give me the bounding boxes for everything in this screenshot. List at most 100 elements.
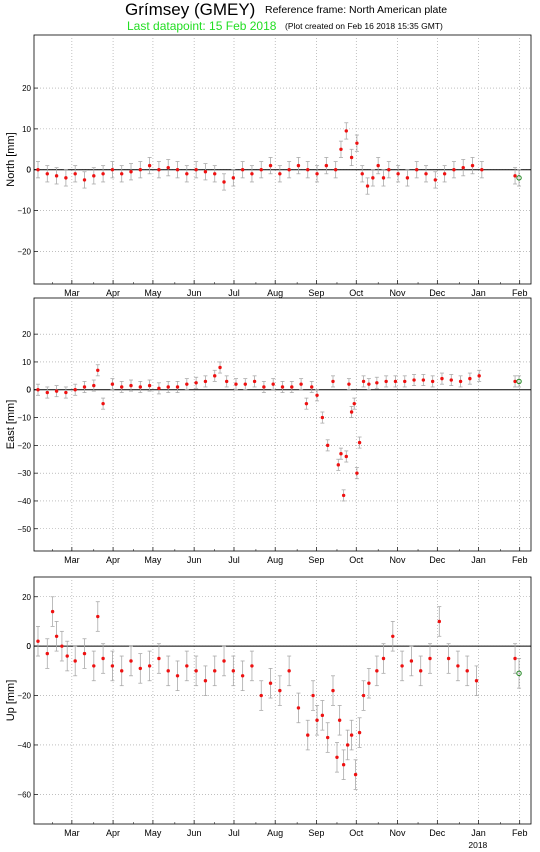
data-marker <box>157 386 161 391</box>
data-point-up <box>296 692 301 724</box>
latest-data-marker <box>516 175 522 181</box>
data-point-north <box>451 161 456 179</box>
data-point-up <box>50 596 55 627</box>
data-marker <box>433 178 438 182</box>
data-point-up <box>361 680 366 711</box>
reference-frame-label: Reference frame: North American plate <box>265 4 448 16</box>
data-point-north <box>259 161 264 179</box>
data-point-north <box>365 177 370 195</box>
data-marker <box>36 168 40 172</box>
data-marker <box>336 463 341 467</box>
data-marker <box>513 174 517 178</box>
x-tick-label: Dec <box>429 555 446 565</box>
data-point-up <box>287 655 292 687</box>
data-marker <box>157 656 161 661</box>
data-marker <box>470 163 475 168</box>
panel-east: Mar Apr May Jun Jul Aug Sep Oct Nov Dec Jan Feb −50 −… <box>5 297 532 565</box>
data-marker <box>234 382 238 386</box>
data-marker <box>440 376 444 381</box>
data-point-east <box>421 374 426 386</box>
data-marker <box>278 688 282 693</box>
data-point-up <box>305 719 310 751</box>
data-marker <box>138 385 143 389</box>
data-marker <box>268 163 273 168</box>
data-point-east <box>393 375 398 388</box>
data-point-north <box>194 161 199 179</box>
data-marker <box>147 383 152 388</box>
data-point-up <box>194 655 199 687</box>
data-marker <box>430 379 435 384</box>
data-marker <box>296 706 301 710</box>
data-marker <box>96 614 100 619</box>
data-point-up <box>465 655 470 687</box>
data-point-up <box>249 650 254 682</box>
data-marker <box>480 168 484 172</box>
data-marker <box>296 163 301 168</box>
data-point-north <box>231 169 236 187</box>
data-point-up <box>54 621 59 652</box>
y-tick-label: 20 <box>22 330 31 339</box>
data-marker <box>375 381 379 385</box>
data-marker <box>194 669 198 673</box>
data-point-east <box>280 381 285 393</box>
data-point-up <box>82 638 87 669</box>
data-point-up <box>311 680 316 711</box>
data-marker <box>349 155 354 160</box>
data-point-east <box>361 375 366 388</box>
data-point-east <box>129 379 134 392</box>
data-point-east <box>315 389 320 402</box>
data-point-east <box>252 375 257 388</box>
data-point-north <box>249 165 254 183</box>
data-marker <box>73 388 77 392</box>
data-marker <box>325 735 330 740</box>
y-tick-label: 10 <box>22 125 31 134</box>
data-point-east <box>304 397 309 410</box>
data-point-up <box>437 606 442 637</box>
data-point-up <box>240 660 245 692</box>
data-marker <box>396 172 400 176</box>
data-point-up <box>277 675 282 706</box>
data-point-north <box>405 169 410 187</box>
data-point-north <box>516 169 522 187</box>
data-marker <box>96 368 100 372</box>
plot-created-label: (Plot created on Feb 16 2018 15:35 GMT) <box>285 21 443 31</box>
data-marker <box>315 172 319 176</box>
data-marker <box>166 385 170 389</box>
data-marker <box>138 666 143 671</box>
y-tick-label: −50 <box>17 525 31 534</box>
x-tick-label: Sep <box>308 288 324 298</box>
data-marker <box>387 168 391 172</box>
data-marker <box>347 382 351 386</box>
data-point-up <box>345 729 350 761</box>
data-point-up <box>315 705 320 736</box>
data-marker <box>222 180 226 184</box>
data-marker <box>353 772 358 777</box>
data-marker <box>45 390 49 395</box>
data-point-east <box>458 375 463 388</box>
y-axis-label: North [mm] <box>5 132 17 186</box>
data-marker <box>101 401 105 406</box>
latest-data-marker <box>516 670 522 677</box>
data-point-east <box>430 375 435 388</box>
data-marker <box>306 168 310 172</box>
data-marker <box>252 379 257 384</box>
data-point-up <box>334 742 339 773</box>
data-point-up <box>91 650 96 682</box>
data-marker <box>194 168 198 172</box>
data-marker <box>456 664 460 668</box>
plot-frame <box>33 297 532 552</box>
x-tick-label: Jan <box>471 288 486 298</box>
data-marker <box>185 382 189 386</box>
data-point-east <box>309 381 314 393</box>
data-point-east <box>374 376 379 389</box>
data-marker <box>452 168 456 172</box>
data-point-up <box>516 658 522 689</box>
data-marker <box>415 168 419 172</box>
data-point-east <box>320 411 325 424</box>
data-point-east <box>439 372 444 385</box>
data-marker <box>335 755 339 760</box>
data-point-east <box>110 378 115 391</box>
data-point-up <box>231 655 236 687</box>
x-tick-label: Jun <box>187 555 202 565</box>
x-tick-label: Dec <box>429 828 446 838</box>
